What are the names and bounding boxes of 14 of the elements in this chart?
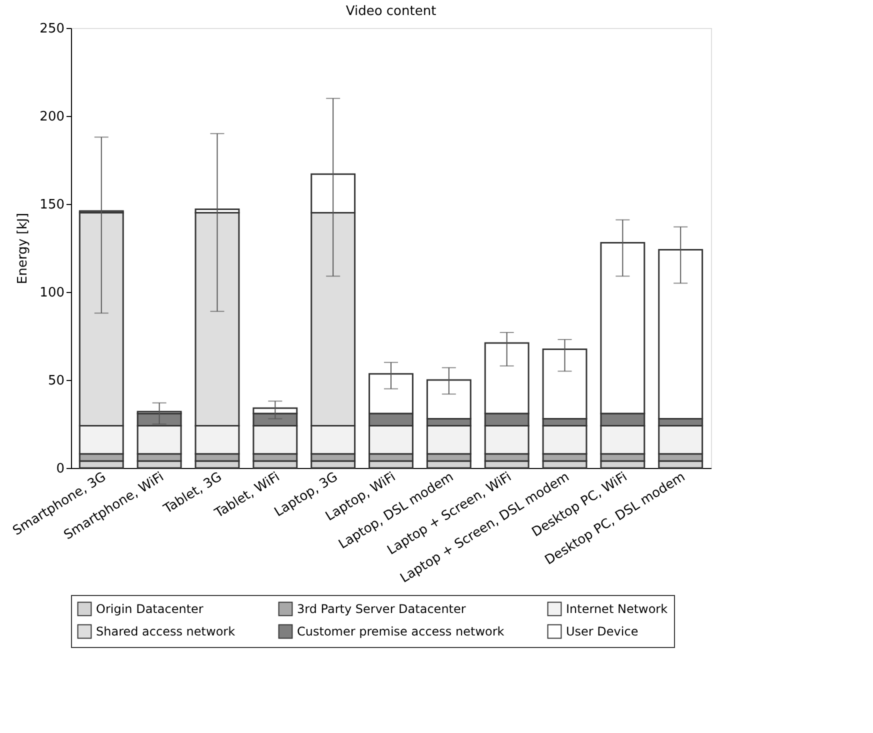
y-tick-label: 150 — [40, 198, 64, 212]
legend-label: User Device — [566, 624, 638, 638]
legend-label: 3rd Party Server Datacenter — [297, 602, 466, 616]
legend-label: Origin Datacenter — [96, 602, 204, 616]
legend-label: Customer premise access network — [297, 624, 504, 638]
legend-label: Shared access network — [96, 624, 236, 638]
y-tick-label: 250 — [40, 22, 64, 36]
y-tick-label: 100 — [40, 286, 64, 300]
y-tick-label: 0 — [56, 462, 64, 476]
y-tick-label: 200 — [40, 110, 64, 124]
chart-title: Video content — [346, 4, 436, 19]
y-axis-title: Energy [kJ] — [16, 212, 31, 284]
y-tick-label: 50 — [48, 374, 64, 388]
legend-label: Internet Network — [566, 602, 668, 616]
